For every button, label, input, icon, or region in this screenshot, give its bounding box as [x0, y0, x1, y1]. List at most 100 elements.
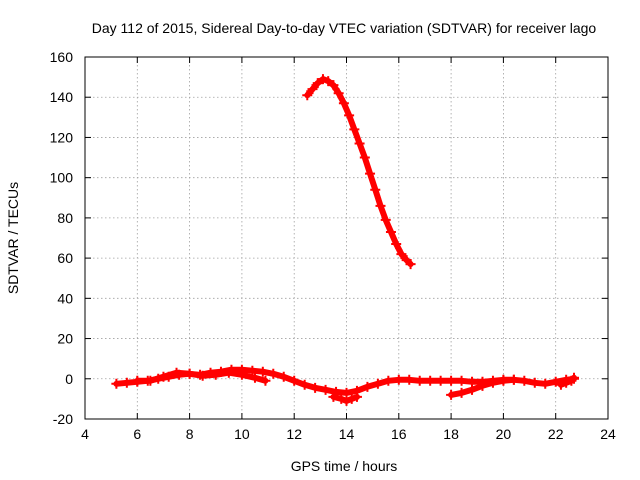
x-tick-label: 6 — [133, 426, 141, 442]
chart-title: Day 112 of 2015, Sidereal Day-to-day VTE… — [92, 20, 597, 36]
data-point — [467, 384, 478, 395]
data-point — [210, 369, 221, 380]
data-point — [425, 375, 436, 386]
data-point — [197, 370, 208, 381]
data-point — [508, 374, 519, 385]
data-point — [323, 76, 334, 87]
data-point — [312, 78, 323, 89]
data-point — [268, 368, 279, 379]
data-point — [328, 391, 339, 402]
data-point — [435, 375, 446, 386]
data-point — [307, 84, 318, 95]
data-point — [236, 369, 247, 380]
x-tick-label: 14 — [339, 426, 355, 442]
data-point — [540, 378, 551, 389]
data-point — [519, 375, 530, 386]
data-point — [529, 377, 540, 388]
data-point — [456, 375, 467, 386]
x-tick-label: 20 — [496, 426, 512, 442]
data-point — [336, 393, 347, 404]
x-tick-label: 8 — [186, 426, 194, 442]
data-point — [351, 391, 362, 402]
series-baseline-e — [555, 372, 580, 390]
data-series — [111, 74, 580, 406]
y-tick-label: 100 — [50, 170, 74, 186]
y-tick-label: 60 — [57, 250, 73, 266]
data-point — [338, 98, 349, 109]
data-point — [346, 393, 357, 404]
data-point — [158, 371, 169, 382]
x-axis-label: GPS time / hours — [291, 458, 398, 474]
y-tick-label: 140 — [50, 89, 74, 105]
data-point — [257, 366, 268, 377]
data-point — [289, 375, 300, 386]
y-tick-label: 40 — [57, 290, 73, 306]
data-point — [561, 377, 572, 388]
data-point — [247, 365, 258, 376]
data-point — [278, 371, 289, 382]
series-baseline-d — [446, 374, 519, 400]
x-tick-label: 24 — [600, 426, 616, 442]
x-tick-label: 4 — [81, 426, 89, 442]
data-point — [249, 372, 260, 383]
data-point — [362, 381, 373, 392]
data-point — [393, 374, 404, 385]
data-point — [372, 378, 383, 389]
y-axis-label: SDTVAR / TECUs — [5, 182, 21, 294]
data-point — [299, 379, 310, 390]
series-high-arc — [302, 74, 416, 270]
series-baseline-b — [132, 367, 271, 386]
data-point — [310, 382, 321, 393]
data-point — [184, 368, 195, 379]
y-tick-label: 160 — [50, 49, 74, 65]
data-point — [132, 375, 143, 386]
data-point — [111, 378, 122, 389]
data-point — [375, 200, 386, 211]
data-point — [260, 375, 271, 386]
y-tick-label: -20 — [53, 411, 73, 427]
y-tick-label: 80 — [57, 210, 73, 226]
data-point — [354, 138, 365, 149]
data-point — [320, 384, 331, 395]
data-point — [477, 380, 488, 391]
data-point — [404, 374, 415, 385]
data-point — [359, 152, 370, 163]
data-point — [223, 367, 234, 378]
data-point — [370, 184, 381, 195]
data-point — [446, 375, 457, 386]
x-tick-label: 22 — [548, 426, 564, 442]
data-point — [498, 375, 509, 386]
y-tick-label: 120 — [50, 129, 74, 145]
data-point — [365, 168, 376, 179]
x-tick-label: 16 — [391, 426, 407, 442]
data-point — [171, 367, 182, 378]
data-point — [414, 375, 425, 386]
data-point — [569, 372, 580, 383]
x-tick-label: 12 — [286, 426, 302, 442]
series-baseline-c — [328, 391, 362, 406]
data-point — [555, 379, 566, 390]
y-tick-label: 20 — [57, 331, 73, 347]
data-point — [302, 90, 313, 101]
x-tick-label: 18 — [443, 426, 459, 442]
data-point — [333, 88, 344, 99]
data-point — [487, 377, 498, 388]
data-point — [344, 110, 355, 121]
data-point — [385, 226, 396, 237]
data-point — [317, 74, 328, 85]
data-point — [380, 214, 391, 225]
y-tick-label: 0 — [65, 371, 73, 387]
series-line — [304, 76, 414, 268]
data-point — [145, 375, 156, 386]
data-point — [328, 80, 339, 91]
data-point — [121, 377, 132, 388]
x-tick-label: 10 — [234, 426, 250, 442]
data-point — [349, 124, 360, 135]
data-point — [456, 387, 467, 398]
data-point — [396, 249, 407, 260]
data-point — [391, 239, 402, 250]
data-point — [446, 389, 457, 400]
data-point — [550, 376, 561, 387]
axis-ticks: 4 6 8 10 12 14 16 18 20 22 24 -20 0 20 40 60 80 100 120 140… — [50, 49, 616, 442]
